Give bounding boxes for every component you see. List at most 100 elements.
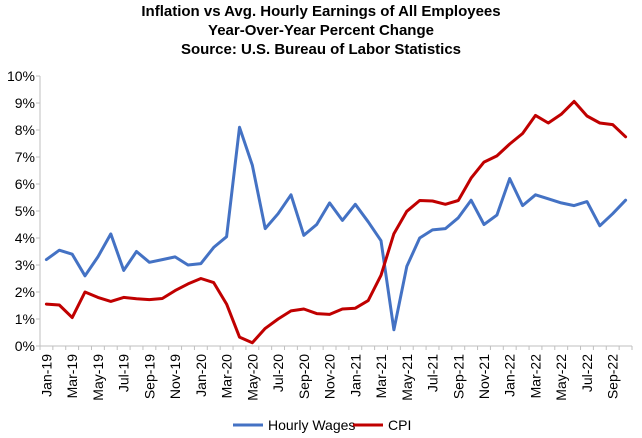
data-point-cpi [97,296,99,299]
data-point-hourly-wages [624,199,627,201]
series-line-cpi [44,99,628,345]
data-point-hourly-wages [367,221,369,223]
y-tick-label: 4% [15,230,35,246]
y-tick-label: 5% [15,203,35,219]
data-point-hourly-wages [315,223,318,226]
x-tick-label: Nov-19 [167,354,183,399]
series-lines [44,99,628,345]
data-point-cpi [328,313,331,316]
data-point-hourly-wages [393,329,395,331]
x-tick-label: Nov-21 [476,354,492,399]
x-tick-label: Sep-22 [605,354,621,399]
data-point-hourly-wages [534,194,537,196]
data-point-cpi [315,312,318,315]
data-point-hourly-wages [148,261,151,264]
data-point-hourly-wages [560,202,563,204]
data-point-cpi [624,135,627,138]
data-point-hourly-wages [251,164,254,166]
data-point-hourly-wages [212,246,215,249]
data-point-cpi [84,291,86,293]
data-point-cpi [586,115,588,117]
data-point-cpi [200,277,202,280]
y-tick-label: 7% [15,149,35,165]
data-point-hourly-wages [341,219,344,222]
data-point-cpi [161,297,164,300]
data-point-cpi [599,122,601,124]
y-tick-label: 6% [15,176,35,192]
data-point-hourly-wages [611,212,614,215]
data-point-hourly-wages [109,233,112,235]
data-point-hourly-wages [238,126,241,129]
x-tick-label: Sep-20 [296,354,312,399]
data-point-cpi [380,274,382,277]
data-point-hourly-wages [380,239,382,242]
data-point-cpi [238,336,241,338]
data-point-cpi [290,310,292,312]
data-point-hourly-wages [521,204,524,207]
data-point-hourly-wages [444,227,447,230]
x-tick-label: Mar-22 [527,354,543,399]
data-point-hourly-wages [187,264,189,266]
data-point-cpi [508,143,511,145]
data-point-hourly-wages [599,225,601,227]
y-tick-label: 0% [15,338,35,354]
data-point-cpi [457,199,460,202]
data-point-cpi [534,114,537,117]
data-point-cpi [521,132,524,135]
data-point-hourly-wages [135,250,138,253]
data-point-cpi [354,307,357,310]
x-tick-label: Sep-19 [141,354,157,399]
data-point-hourly-wages [303,234,305,237]
data-point-hourly-wages [483,223,485,226]
data-point-hourly-wages [573,204,575,207]
data-point-cpi [367,299,369,302]
chart-subtitle: Year-Over-Year Percent Change [208,22,434,39]
chart-source: Source: U.S. Bureau of Labor Statistics [180,41,462,58]
legend-label: Hourly Wages [268,417,355,433]
data-point-cpi [405,210,408,213]
series-line-hourly-wages [44,125,628,332]
data-point-cpi [470,177,472,179]
data-point-hourly-wages [547,198,550,200]
x-tick-label: Jul-21 [425,354,441,392]
legend-label: CPI [388,417,411,433]
data-point-cpi [277,318,279,320]
data-point-hourly-wages [290,194,292,196]
data-point-hourly-wages [122,269,125,272]
data-point-hourly-wages [431,229,434,231]
data-point-cpi [71,316,73,319]
data-point-hourly-wages [496,214,498,216]
data-point-cpi [264,327,267,330]
x-tick-label: May-20 [244,354,260,401]
data-point-cpi [560,113,563,116]
data-point-hourly-wages [470,199,472,201]
data-point-cpi [393,232,395,235]
data-point-hourly-wages [161,258,164,261]
data-point-hourly-wages [328,202,331,204]
data-point-hourly-wages [508,177,511,180]
data-point-cpi [174,289,176,292]
data-point-hourly-wages [84,275,86,277]
chart-titles: Inflation vs Avg. Hourly Earnings of All… [0,2,642,59]
data-point-cpi [225,303,228,305]
data-point-cpi [483,161,485,163]
y-tick-label: 9% [15,95,35,111]
x-tick-label: Nov-20 [322,354,338,399]
x-tick-label: Jan-20 [193,354,209,397]
x-tick-label: Jan-22 [502,354,518,397]
data-point-cpi [611,123,614,126]
data-point-cpi [45,303,48,305]
x-tick-label: Mar-20 [219,354,235,399]
data-point-hourly-wages [97,256,99,258]
data-point-cpi [122,296,125,299]
y-tick-label: 1% [15,311,35,327]
data-point-cpi [341,308,344,310]
y-tick-label: 8% [15,122,35,138]
data-point-hourly-wages [586,200,588,203]
data-point-hourly-wages [225,235,228,238]
data-point-cpi [135,297,138,300]
data-point-hourly-wages [71,253,73,255]
data-point-hourly-wages [354,203,357,206]
data-point-cpi [431,200,434,202]
